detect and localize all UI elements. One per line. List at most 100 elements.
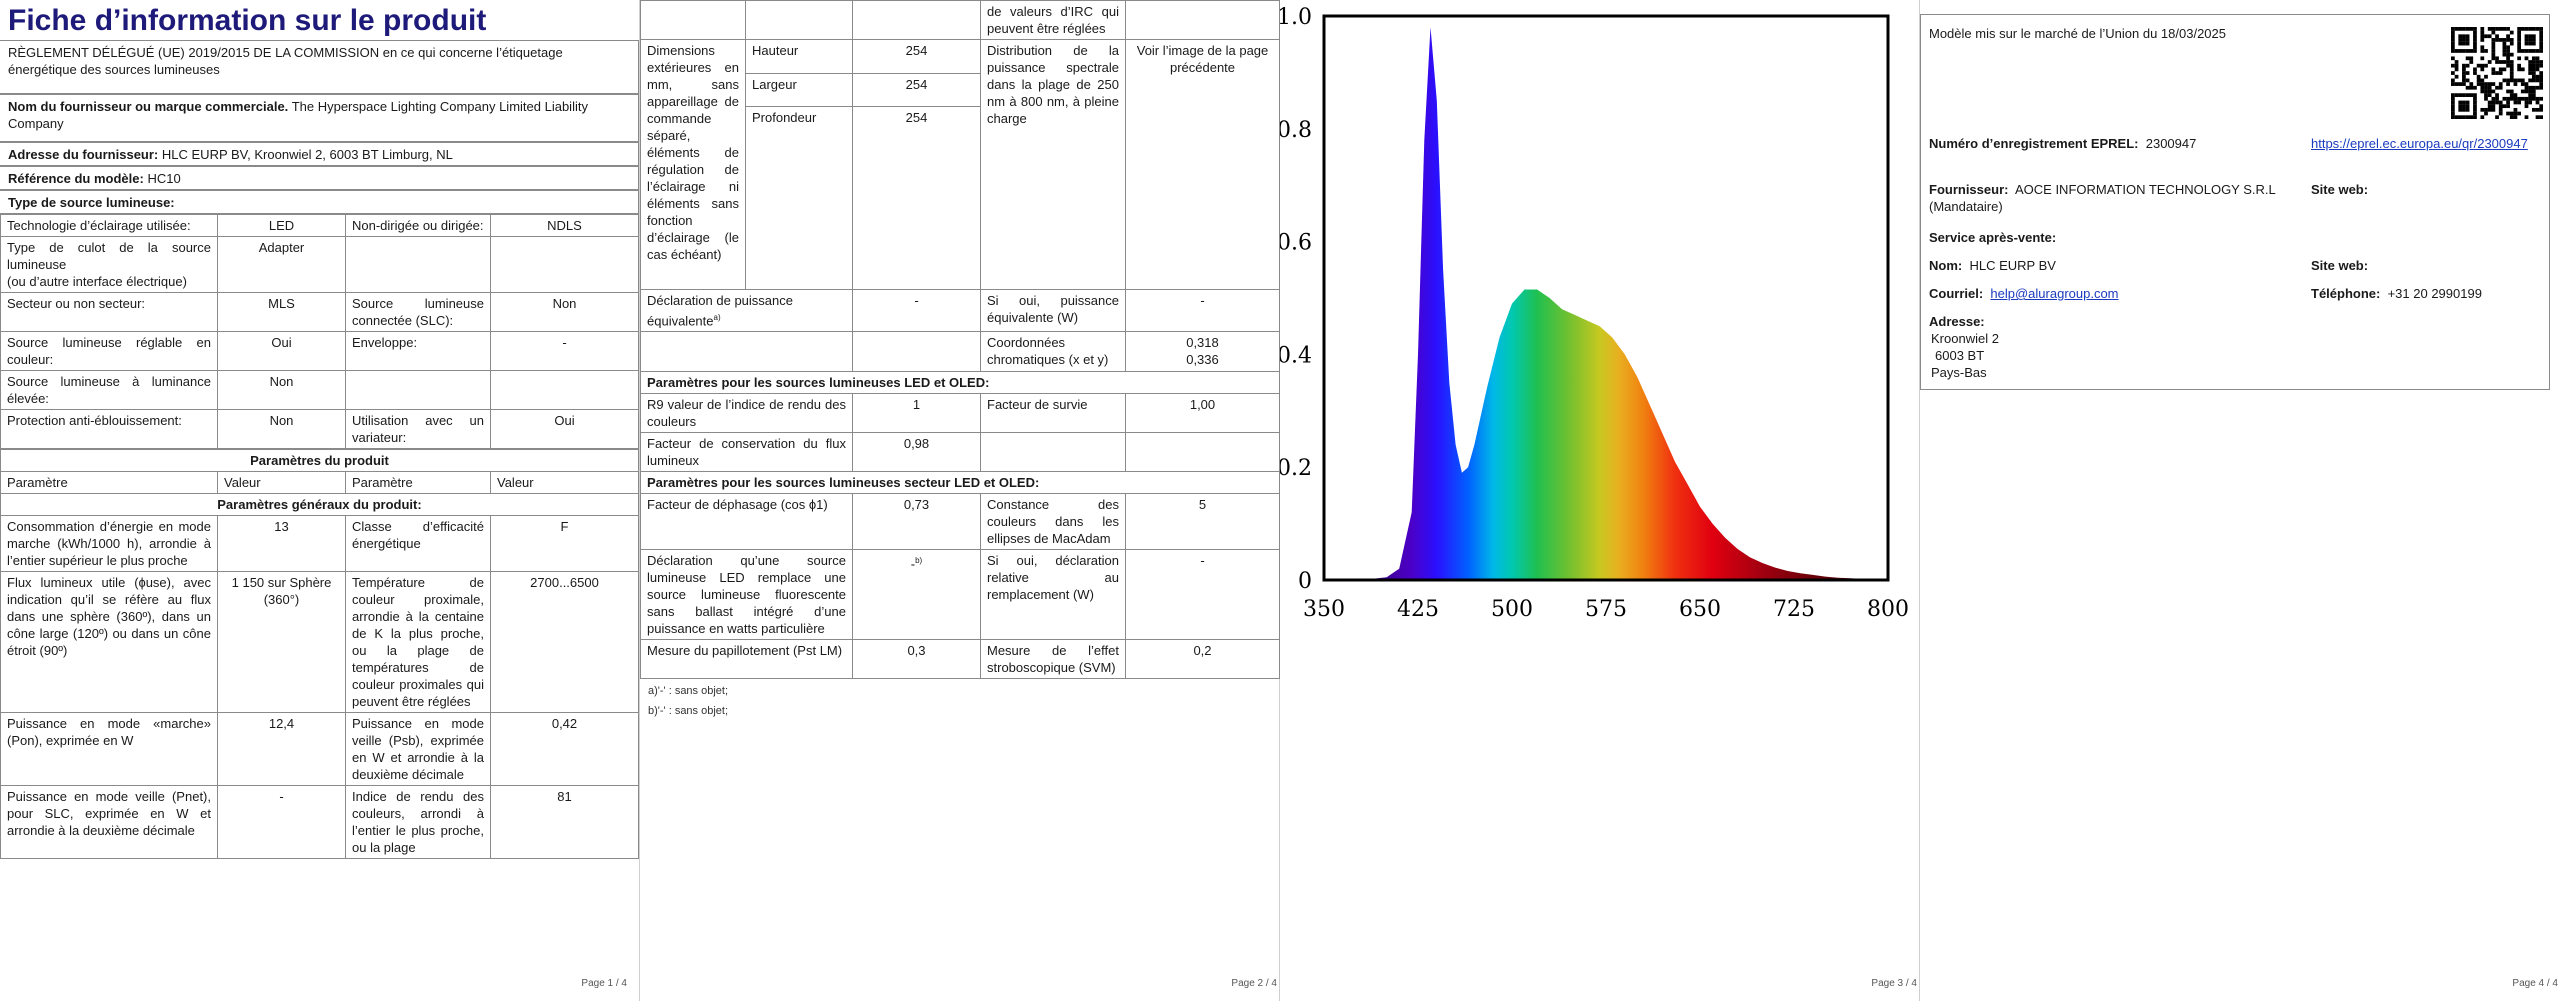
qr-code-icon[interactable] [2451,27,2543,119]
plot-frame [1322,14,1890,582]
type-row-cell: Type de culot de la source lumineuse (ou… [0,236,218,293]
chroma-y: 0,336 [1186,352,1219,368]
supplier-row: Fournisseur: AOCE INFORMATION TECHNOLOGY… [1929,181,2301,215]
x-tick-label: 725 [1773,597,1815,622]
type-row-cell: Source lumineuse réglable en couleur: [0,331,218,371]
mains-param-row-cell: Constance des couleurs dans les ellipses… [980,493,1126,551]
page-2: de valeurs d’IRC qui peuvent être réglée… [640,0,1280,1001]
type-heading: Type de source lumineuse: [0,190,639,214]
mains-param-row-cell: - [1125,549,1280,641]
supplier-row: Nom du fournisseur ou marque commerciale… [0,94,639,142]
led-param-row-cell: Facteur de conservation du flux lumineux [640,432,853,473]
type-row-cell: Source lumineuse à luminance élevée: [0,370,218,410]
light-source-type-table: Technologie d’éclairage utilisée: LED Non-… [0,214,639,449]
led-param-row: R9 valeur de l’indice de rendu des coule… [640,393,1280,434]
mains-param-row-cell: 0,73 [852,493,981,551]
general-param-row-cell: 0,42 [490,712,639,786]
y-tick-label: 0 [1298,569,1312,594]
mains-param-row-cell: Facteur de déphasage (cos ϕ1) [640,493,853,551]
type-row-cell: Technologie d’éclairage utilisée: [0,214,218,237]
mains-param-row-cell: Mesure du papillotement (Pst LM) [640,639,853,680]
type-row-cell: Utilisation avec un variateur: [345,409,491,449]
y-tick-label: 0.2 [1280,456,1312,481]
equiv-power-label: Si oui, puissance équivalente (W) [980,288,1126,333]
col-header-value-2: Valeur [490,471,639,494]
reg-row: Numéro d’enregistrement EPREL: 2300947 [1929,135,2309,152]
chroma-x: 0,318 [1186,335,1219,351]
model-label: Référence du modèle: [8,171,144,186]
page-3: 0 0.2 0.4 0.6 0.8 1.0 350 425 500 575 650 725 800 Pa… [1280,0,1920,1001]
phone-label: Téléphone: [2311,286,2381,301]
type-row-cell: Oui [490,409,639,449]
website-label: Site web: [2311,181,2368,198]
service-heading: Service après-vente: [1929,229,2056,246]
footnote-b: b)'-' : sans objet; [648,705,729,718]
address-line-1: Kroonwiel 2 [1931,331,1999,346]
page-number: Page 1 / 4 [581,978,627,989]
y-tick-label: 0.4 [1280,343,1312,368]
phone-row: Téléphone: +31 20 2990199 [2311,285,2482,302]
type-row-cell: MLS [217,292,346,332]
mains-param-row-cell: 0,3 [852,639,981,680]
led-param-row: Facteur de conservation du flux lumineux… [640,432,1280,473]
type-row: Protection anti-éblouissement: Non Utilisa… [0,409,639,449]
reg-value: 2300947 [2145,136,2197,151]
x-tick-label: 575 [1585,597,1627,622]
type-row-cell: Non-dirigée ou dirigée: [345,214,491,237]
name-label: Nom: [1929,258,1963,273]
spd-label: Distribution de la puissance spectrale d… [980,39,1126,290]
page-1: Fiche d’information sur le produit RÈGLE… [0,0,640,1001]
mains-param-row: Déclaration qu’une source lumineuse LED … [640,549,1280,641]
website2-label: Site web: [2311,257,2368,274]
mains-param-row: Mesure du papillotement (Pst LM) 0,3 Mesur… [640,639,1280,680]
x-tick-label: 500 [1491,597,1533,622]
address-block: Adresse: Kroonwiel 2 6003 BT Pays-Bas [1929,313,1999,381]
general-param-row: Puissance en mode veille (Pnet), pour SL… [0,785,639,859]
equiv-power-decl: Déclaration de puissance équivalentea) [640,288,853,333]
reg-label: Numéro d’enregistrement EPREL: [1929,136,2139,151]
general-param-row-cell: - [217,785,346,859]
x-tick-label: 425 [1397,597,1439,622]
spd-value: Voir l’image de la page précédente [1125,39,1280,290]
email-row: Courriel: help@aluragroup.com [1929,285,2119,302]
type-row-cell [490,370,639,410]
general-param-row-cell: 13 [217,515,346,572]
general-param-row-cell: Puissance en mode veille (Pnet), pour SL… [0,785,218,859]
type-row-cell [490,236,639,293]
col-header-value: Valeur [217,471,346,494]
dim-height-value: 254 [852,39,981,74]
y-tick-label: 0.8 [1280,118,1312,143]
general-param-row-cell: 12,4 [217,712,346,786]
y-tick-label: 1.0 [1280,5,1312,30]
led-param-row-cell: 1,00 [1125,393,1280,434]
mains-heading: Paramètres pour les sources lumineuses s… [640,471,1280,495]
led-param-row-cell: Facteur de survie [980,393,1126,434]
y-tick-label: 0.6 [1280,231,1312,256]
general-param-row: Flux lumineux utile (ɸuse), avec indicat… [0,571,639,713]
led-param-row-cell [980,432,1126,473]
spectral-power-chart: 0 0.2 0.4 0.6 0.8 1.0 350 425 500 575 650 725 800 [1280,5,1909,622]
type-row-cell [345,236,491,293]
general-param-row-cell: Flux lumineux utile (ɸuse), avec indicat… [0,571,218,713]
equiv-label: Déclaration de puissance équivalente [647,293,793,329]
dimensions-label: Dimensions extérieures en mm, sans appar… [640,39,746,290]
supplier-label: Nom du fournisseur ou marque commerciale… [8,99,289,114]
product-parameters-table: Paramètres du produit Paramètre Valeur P… [0,449,639,859]
spectrum-area [1324,27,1888,581]
dimensions-table: de valeurs d’IRC qui peuvent être réglée… [640,0,1280,680]
type-row-cell: Secteur ou non secteur: [0,292,218,332]
mains-param-row-cell: Déclaration qu’une source lumineuse LED … [640,549,853,641]
dim-depth-value: 254 [852,106,981,140]
type-row-cell: Protection anti-éblouissement: [0,409,218,449]
general-param-row-cell: 2700...6500 [490,571,639,713]
type-row: Source lumineuse réglable en couleur: Oui… [0,331,639,371]
email-link[interactable]: help@aluragroup.com [1990,286,2119,301]
type-heading-label: Type de source lumineuse: [8,195,175,210]
led-param-row-cell: 0,98 [852,432,981,473]
dim-height-label: Hauteur [745,39,853,74]
eprel-link-wrap: https://eprel.ec.europa.eu/qr/2300947 [2311,135,2543,152]
type-row: Technologie d’éclairage utilisée: LED Non-… [0,214,639,237]
eprel-link[interactable]: https://eprel.ec.europa.eu/qr/2300947 [2311,136,2528,151]
x-tick-label: 350 [1303,597,1345,622]
address-line-2: 6003 BT [1935,348,1985,363]
